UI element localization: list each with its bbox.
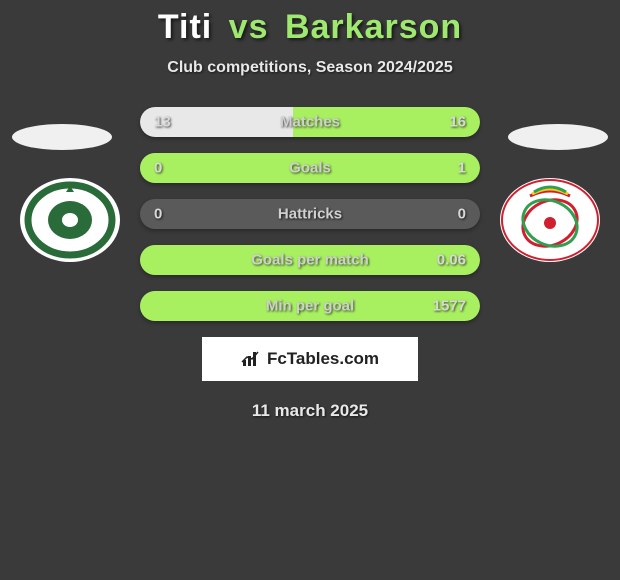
stat-row-hattricks: 0 Hattricks 0 [140,199,480,229]
stat-val-right: 0 [458,206,466,223]
stat-val-right: 0.06 [437,252,466,269]
stats-list: 13 Matches 16 0 Goals 1 0 Hattricks 0 Go… [140,107,480,321]
page-title: Titi vs Barkarson [0,8,620,47]
logo-text: FcTables.com [267,349,379,369]
player2-flag [508,124,608,150]
stat-val-left: 13 [154,114,171,131]
player1-crest [20,178,120,262]
stat-row-gpm: Goals per match 0.06 [140,245,480,275]
vs-text: vs [229,8,269,46]
stat-val-right: 1577 [433,298,466,315]
player2-crest [500,178,600,262]
player1-name: Titi [158,8,212,46]
stat-label: Goals [289,160,331,177]
bar-chart-icon [241,350,261,368]
stat-row-mpg: Min per goal 1577 [140,291,480,321]
subtitle: Club competitions, Season 2024/2025 [0,59,620,77]
stat-val-right: 16 [449,114,466,131]
source-logo[interactable]: FcTables.com [202,337,418,381]
date: 11 march 2025 [0,401,620,421]
stat-label: Matches [280,114,340,131]
stat-val-left: 0 [154,160,162,177]
stat-val-right: 1 [458,160,466,177]
stat-val-left: 0 [154,206,162,223]
player2-name: Barkarson [285,8,462,46]
stat-row-goals: 0 Goals 1 [140,153,480,183]
player1-flag [12,124,112,150]
stat-label: Min per goal [266,298,354,315]
stat-label: Goals per match [251,252,369,269]
stat-row-matches: 13 Matches 16 [140,107,480,137]
stat-label: Hattricks [278,206,342,223]
comparison-widget: Titi vs Barkarson Club competitions, Sea… [0,0,620,421]
